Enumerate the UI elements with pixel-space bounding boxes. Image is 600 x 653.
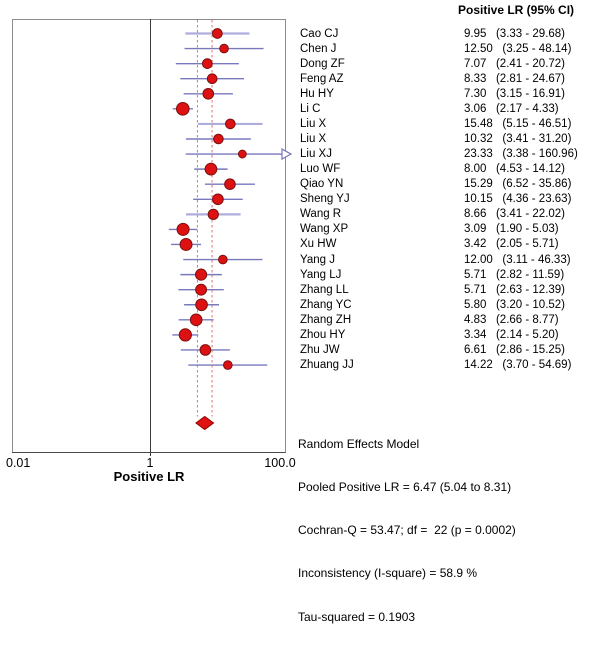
effect-marker bbox=[195, 283, 208, 296]
study-lr-ci-value: 12.00 (3.11 - 46.33) bbox=[464, 253, 571, 266]
study-lr-ci-value: 12.50 (3.25 - 48.14) bbox=[464, 42, 572, 55]
study-name: Xu HW bbox=[300, 238, 337, 251]
summary-cochran-q: Cochran-Q = 53.47; df = 22 (p = 0.0002) bbox=[298, 523, 516, 538]
effect-marker bbox=[175, 102, 190, 116]
study-lr-ci-value: 5.80 (3.20 - 10.52) bbox=[464, 298, 566, 311]
study-lr-ci-value: 5.71 (2.82 - 11.59) bbox=[464, 268, 565, 281]
x-tick-max: 100.0 bbox=[264, 456, 296, 470]
study-lr-ci-value: 8.00 (4.53 - 14.12) bbox=[464, 163, 566, 176]
effect-marker bbox=[219, 43, 229, 54]
plot-box bbox=[12, 19, 286, 453]
effect-marker bbox=[218, 254, 228, 265]
study-name: Liu X bbox=[300, 132, 327, 145]
study-lr-ci-value: 15.48 (5.15 - 46.51) bbox=[464, 117, 572, 130]
summary-block: Random Effects Model Pooled Positive LR … bbox=[298, 408, 516, 653]
study-lr-ci-value: 3.09 (1.90 - 5.03) bbox=[464, 223, 559, 236]
study-name: Chen J bbox=[300, 42, 337, 55]
effect-marker bbox=[225, 118, 236, 130]
study-name: Yang LJ bbox=[300, 268, 342, 281]
study-lr-ci-value: 7.30 (3.15 - 16.91) bbox=[464, 87, 566, 100]
study-name: Wang R bbox=[300, 208, 342, 221]
x-tick-min: 0.01 bbox=[6, 456, 31, 470]
pooled-diamond bbox=[195, 415, 215, 431]
effect-marker bbox=[206, 73, 218, 85]
effect-marker bbox=[178, 328, 192, 342]
ci-overflow-arrow-icon bbox=[281, 148, 293, 161]
study-name: Feng AZ bbox=[300, 72, 344, 85]
study-lr-ci-value: 9.95 (3.33 - 29.68) bbox=[464, 27, 566, 40]
study-lr-ci-value: 8.33 (2.81 - 24.67) bbox=[464, 72, 566, 85]
study-name: Zhuang JJ bbox=[300, 359, 354, 372]
study-lr-ci-value: 5.71 (2.63 - 12.39) bbox=[464, 283, 566, 296]
study-lr-ci-value: 10.15 (4.36 - 23.63) bbox=[464, 193, 572, 206]
effect-marker bbox=[213, 133, 224, 145]
study-lr-ci-value: 10.32 (3.41 - 31.20) bbox=[464, 132, 572, 145]
study-name: Luo WF bbox=[300, 163, 341, 176]
effect-marker bbox=[207, 208, 219, 220]
study-name: Liu XJ bbox=[300, 148, 332, 161]
x-tick-unit: 1 bbox=[146, 456, 154, 470]
effect-marker bbox=[195, 298, 208, 312]
study-lr-ci-value: 3.34 (2.14 - 5.20) bbox=[464, 328, 559, 341]
effect-marker bbox=[179, 238, 193, 251]
study-lr-ci-value: 8.66 (3.41 - 22.02) bbox=[464, 208, 566, 221]
study-lr-ci-value: 6.61 (2.86 - 15.25) bbox=[464, 343, 566, 356]
effect-marker bbox=[223, 360, 233, 370]
effect-marker bbox=[212, 193, 224, 206]
forest-plot-area bbox=[12, 19, 293, 456]
forest-plot-figure: Positive LR (95% CI) Cao CJ 9.95 (3.33 - … bbox=[6, 3, 578, 624]
summary-tau-squared: Tau-squared = 0.1903 bbox=[298, 609, 416, 624]
effect-marker bbox=[201, 58, 213, 69]
study-name: Zhang LL bbox=[300, 283, 349, 296]
study-lr-ci-value: 3.06 (2.17 - 4.33) bbox=[464, 102, 559, 115]
effect-marker bbox=[194, 268, 208, 281]
study-lr-ci-value: 3.42 (2.05 - 5.71) bbox=[464, 238, 559, 251]
study-name: Li C bbox=[300, 102, 321, 115]
study-name: Dong ZF bbox=[300, 57, 345, 70]
study-name: Zhang YC bbox=[300, 298, 352, 311]
study-lr-ci-value: 14.22 (3.70 - 54.69) bbox=[464, 359, 572, 372]
effect-marker bbox=[199, 344, 212, 356]
column-header: Positive LR (95% CI) bbox=[458, 3, 575, 17]
study-name: Qiao YN bbox=[300, 178, 344, 191]
study-lr-ci-value: 23.33 (3.38 - 160.96) bbox=[464, 148, 578, 161]
summary-inconsistency: Inconsistency (I-square) = 58.9 % bbox=[298, 566, 478, 581]
effect-marker bbox=[176, 222, 190, 236]
study-lr-ci-value: 15.29 (6.52 - 35.86) bbox=[464, 178, 572, 191]
effect-marker bbox=[212, 28, 223, 39]
study-name: Zhou HY bbox=[300, 328, 346, 341]
study-name: Yang J bbox=[300, 253, 335, 266]
study-name: Cao CJ bbox=[300, 27, 339, 40]
study-name: Sheng YJ bbox=[300, 193, 350, 206]
study-name: Liu X bbox=[300, 117, 327, 130]
study-name: Hu HY bbox=[300, 87, 334, 100]
study-name: Zhang ZH bbox=[300, 313, 352, 326]
effect-marker bbox=[237, 149, 247, 159]
study-lr-ci-value: 7.07 (2.41 - 20.72) bbox=[464, 57, 566, 70]
x-axis-title: Positive LR bbox=[113, 469, 185, 484]
effect-marker bbox=[189, 313, 203, 327]
summary-pooled-lr: Pooled Positive LR = 6.47 (5.04 to 8.31) bbox=[298, 480, 512, 495]
effect-marker bbox=[204, 162, 218, 176]
study-name: Zhu JW bbox=[300, 343, 340, 356]
study-name: Wang XP bbox=[300, 223, 349, 236]
effect-marker bbox=[224, 178, 236, 190]
summary-model-title: Random Effects Model bbox=[298, 436, 420, 451]
study-lr-ci-value: 4.83 (2.66 - 8.77) bbox=[464, 313, 559, 326]
effect-marker bbox=[202, 87, 215, 100]
